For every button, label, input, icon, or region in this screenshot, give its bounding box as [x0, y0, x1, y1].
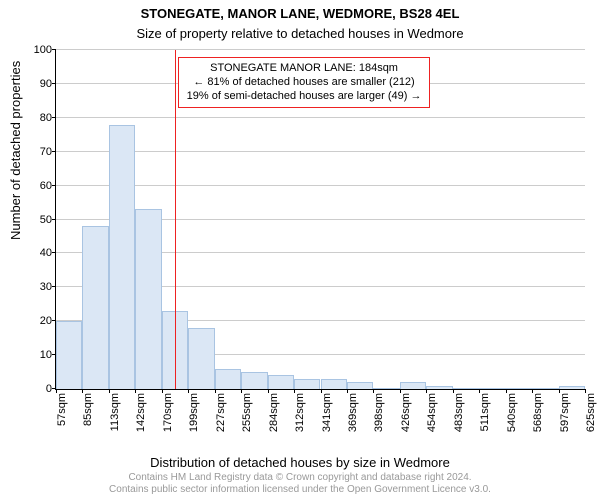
histogram-bar — [215, 369, 241, 389]
chart-container: STONEGATE, MANOR LANE, WEDMORE, BS28 4EL… — [0, 0, 600, 500]
x-tick-label: 568sqm — [532, 393, 544, 432]
x-tick-label: 454sqm — [426, 393, 438, 432]
histogram-bar — [135, 209, 161, 389]
y-tick-mark — [52, 252, 56, 253]
x-tick-label: 511sqm — [479, 393, 491, 431]
x-tick-label: 85sqm — [82, 393, 94, 426]
y-axis-label: Number of detached properties — [8, 61, 23, 240]
x-tick-label: 312sqm — [294, 393, 306, 432]
attribution-line2: Contains public sector information licen… — [109, 484, 491, 495]
annotation-line1: STONEGATE MANOR LANE: 184sqm — [187, 61, 422, 75]
attribution-text: Contains HM Land Registry data © Crown c… — [0, 472, 600, 496]
histogram-bar — [294, 379, 320, 389]
x-tick-label: 199sqm — [188, 393, 200, 432]
histogram-bar — [188, 328, 214, 389]
annotation-box: STONEGATE MANOR LANE: 184sqm← 81% of det… — [178, 57, 431, 108]
histogram-bar — [479, 388, 505, 389]
x-tick-label: 426sqm — [400, 393, 412, 432]
histogram-bar — [373, 388, 399, 389]
histogram-bar — [241, 372, 267, 389]
x-tick-label: 483sqm — [453, 393, 465, 432]
x-tick-label: 142sqm — [135, 393, 147, 432]
gridline — [56, 49, 585, 50]
y-tick-mark — [52, 286, 56, 287]
y-tick-label: 80 — [40, 112, 52, 124]
gridline — [56, 117, 585, 118]
y-tick-mark — [52, 185, 56, 186]
x-tick-label: 341sqm — [321, 393, 333, 432]
histogram-bar — [453, 388, 479, 389]
y-tick-label: 40 — [40, 247, 52, 259]
x-tick-label: 369sqm — [347, 393, 359, 432]
x-tick-label: 57sqm — [56, 393, 68, 426]
chart-title-line1: STONEGATE, MANOR LANE, WEDMORE, BS28 4EL — [0, 6, 600, 21]
x-tick-label: 540sqm — [506, 393, 518, 432]
reference-line — [175, 50, 176, 389]
histogram-bar — [109, 125, 135, 389]
y-tick-label: 10 — [40, 349, 52, 361]
y-tick-label: 70 — [40, 146, 52, 158]
histogram-bar — [506, 388, 532, 389]
histogram-bar — [56, 321, 82, 389]
gridline — [56, 151, 585, 152]
histogram-bar — [347, 382, 373, 389]
histogram-bar — [532, 388, 558, 389]
x-tick-label: 284sqm — [268, 393, 280, 432]
y-tick-label: 60 — [40, 180, 52, 192]
y-tick-label: 30 — [40, 281, 52, 293]
histogram-bar — [82, 226, 108, 389]
plot-area: 010203040506070809010057sqm85sqm113sqm14… — [55, 50, 585, 390]
x-tick-label: 625sqm — [585, 393, 597, 432]
x-tick-label: 597sqm — [559, 393, 571, 432]
y-tick-mark — [52, 151, 56, 152]
y-tick-label: 90 — [40, 78, 52, 90]
x-tick-label: 255sqm — [241, 393, 253, 432]
y-tick-mark — [52, 83, 56, 84]
chart-title-line2: Size of property relative to detached ho… — [0, 26, 600, 41]
y-tick-mark — [52, 117, 56, 118]
y-tick-label: 0 — [46, 383, 52, 395]
histogram-bar — [400, 382, 426, 389]
y-tick-label: 20 — [40, 315, 52, 327]
y-tick-mark — [52, 49, 56, 50]
x-tick-label: 398sqm — [373, 393, 385, 432]
x-tick-label: 227sqm — [215, 393, 227, 432]
histogram-bar — [559, 386, 585, 389]
x-axis-label: Distribution of detached houses by size … — [0, 455, 600, 470]
y-tick-label: 100 — [34, 44, 52, 56]
annotation-line3: 19% of semi-detached houses are larger (… — [187, 89, 422, 103]
y-tick-label: 50 — [40, 214, 52, 226]
gridline — [56, 185, 585, 186]
annotation-line2: ← 81% of detached houses are smaller (21… — [187, 75, 422, 89]
histogram-bar — [321, 379, 347, 389]
x-tick-label: 170sqm — [162, 393, 174, 432]
y-tick-mark — [52, 219, 56, 220]
histogram-bar — [268, 375, 294, 389]
x-tick-label: 113sqm — [109, 393, 121, 431]
histogram-bar — [426, 386, 452, 389]
attribution-line1: Contains HM Land Registry data © Crown c… — [128, 472, 471, 483]
